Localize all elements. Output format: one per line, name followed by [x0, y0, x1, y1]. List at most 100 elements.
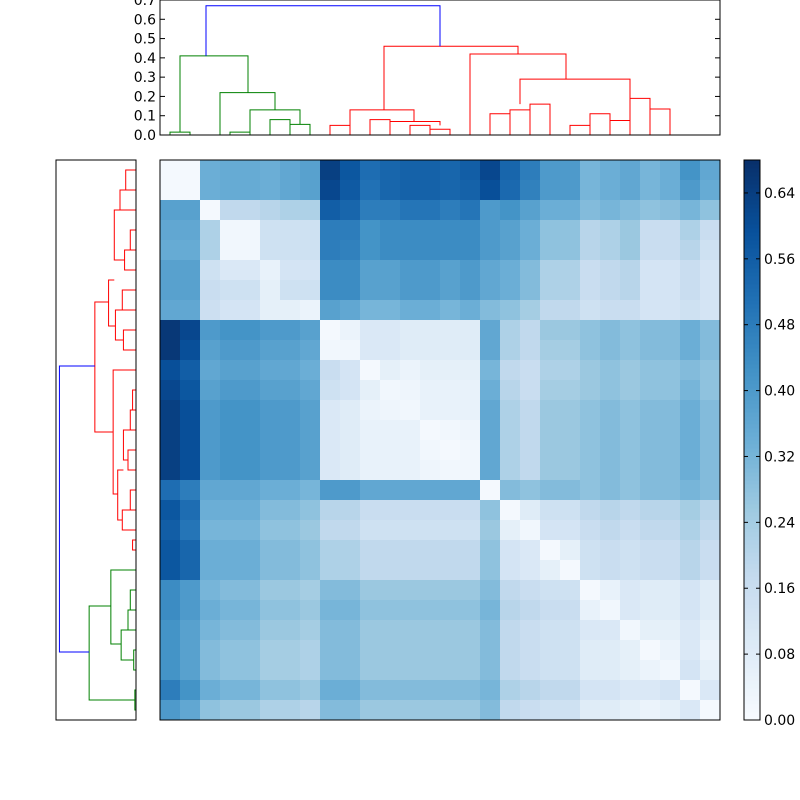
heatmap-cell: [560, 300, 581, 321]
heatmap-cell: [560, 540, 581, 561]
heatmap-cell: [360, 200, 381, 221]
heatmap-cell: [220, 340, 241, 361]
heatmap-cell: [500, 460, 521, 481]
heatmap-cell: [500, 420, 521, 441]
heatmap-cell: [460, 640, 481, 661]
heatmap-cell: [360, 520, 381, 541]
heatmap-cell: [260, 260, 281, 281]
heatmap-cell: [480, 240, 501, 261]
heatmap-cell: [240, 640, 261, 661]
heatmap-cell: [280, 540, 301, 561]
heatmap-cell: [640, 160, 661, 181]
heatmap-cell: [360, 640, 381, 661]
heatmap-cell: [220, 220, 241, 241]
heatmap-cell: [620, 540, 641, 561]
heatmap-cell: [560, 640, 581, 661]
heatmap-cell: [380, 160, 401, 181]
colorbar-segment: [744, 352, 760, 357]
colorbar-segment: [744, 236, 760, 241]
heatmap-cell: [460, 520, 481, 541]
heatmap-cell: [360, 320, 381, 341]
heatmap-cell: [580, 700, 601, 721]
colorbar-segment: [744, 412, 760, 417]
colorbar-segment: [744, 348, 760, 353]
heatmap-cell: [380, 600, 401, 621]
colorbar-segment: [744, 464, 760, 469]
heatmap-cell: [420, 260, 441, 281]
heatmap-cell: [180, 540, 201, 561]
heatmap-cell: [460, 340, 481, 361]
heatmap-cell: [400, 320, 421, 341]
heatmap-cell: [660, 400, 681, 421]
heatmap-cell: [540, 620, 561, 641]
heatmap-cell: [580, 220, 601, 241]
heatmap-cell: [280, 180, 301, 201]
heatmap-cell: [340, 340, 361, 361]
heatmap-cell: [160, 580, 181, 601]
heatmap-cell: [240, 180, 261, 201]
heatmap-cell: [380, 300, 401, 321]
heatmap-cell: [700, 680, 721, 701]
heatmap-cell: [480, 220, 501, 241]
heatmap-cell: [340, 600, 361, 621]
heatmap-cell: [620, 500, 641, 521]
heatmap-cell: [320, 340, 341, 361]
colorbar-segment: [744, 564, 760, 569]
dendrogram-link: [122, 329, 136, 351]
heatmap-cell: [580, 660, 601, 681]
heatmap-cell: [420, 420, 441, 441]
heatmap-cell: [680, 500, 701, 521]
heatmap-cell: [300, 700, 321, 721]
heatmap-cell: [620, 160, 641, 181]
dendrogram-link: [127, 449, 136, 471]
heatmap-cell: [660, 360, 681, 381]
heatmap-cell: [300, 580, 321, 601]
heatmap-cell: [560, 360, 581, 381]
dendrogram-link: [383, 45, 519, 110]
colorbar-segment: [744, 572, 760, 577]
heatmap-cell: [680, 580, 701, 601]
heatmap-cell: [280, 300, 301, 321]
heatmap-cell: [700, 460, 721, 481]
heatmap-cell: [580, 160, 601, 181]
heatmap-frame: [159, 159, 721, 721]
heatmap-cell: [540, 360, 561, 381]
heatmap-cell: [680, 460, 701, 481]
heatmap-cell: [420, 220, 441, 241]
heatmap-cell: [220, 300, 241, 321]
heatmap-cell: [380, 620, 401, 641]
colorbar-segment: [744, 392, 760, 397]
heatmap-cell: [700, 580, 721, 601]
heatmap-cell: [240, 220, 261, 241]
heatmap-cell: [260, 500, 281, 521]
heatmap-cell: [540, 600, 561, 621]
heatmap-cell: [520, 500, 541, 521]
heatmap-cell: [600, 180, 621, 201]
colorbar-segment: [744, 492, 760, 497]
heatmap-cell: [340, 620, 361, 641]
colorbar-segment: [744, 204, 760, 209]
heatmap-cell: [460, 580, 481, 601]
heatmap-cell: [380, 260, 401, 281]
heatmap-cell: [160, 160, 181, 181]
heatmap-cell: [360, 600, 381, 621]
heatmap-cell: [180, 700, 201, 721]
colorbar-segment: [744, 608, 760, 613]
heatmap-cell: [480, 580, 501, 601]
heatmap-cell: [620, 400, 641, 421]
heatmap-cell: [360, 460, 381, 481]
heatmap-cell: [300, 500, 321, 521]
heatmap-cell: [640, 680, 661, 701]
colorbar-segment: [744, 256, 760, 261]
heatmap-cell: [600, 540, 621, 561]
heatmap-cell: [620, 440, 641, 461]
heatmap-cell: [580, 380, 601, 401]
colorbar-segment: [744, 712, 760, 717]
heatmap-cell: [680, 300, 701, 321]
heatmap-cell: [240, 500, 261, 521]
heatmap-cell: [700, 300, 721, 321]
heatmap-cell: [580, 520, 601, 541]
heatmap-cell: [580, 180, 601, 201]
colorbar-segment: [744, 368, 760, 373]
heatmap-cell: [400, 600, 421, 621]
